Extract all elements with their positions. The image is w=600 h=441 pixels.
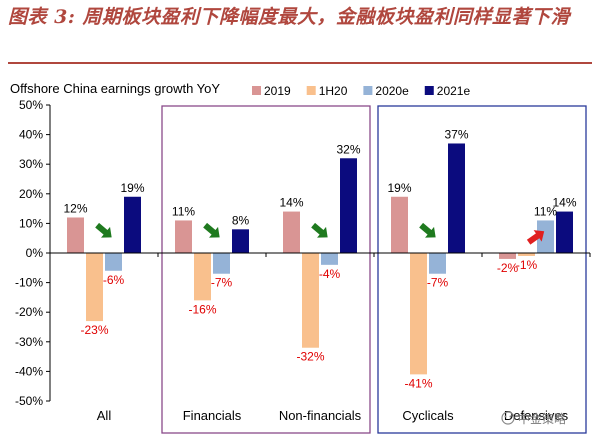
- arrow-icon: [419, 222, 436, 238]
- caption-rule: [8, 62, 592, 64]
- legend-label-2020e: 2020e: [375, 84, 409, 98]
- bar-2019-all: [67, 217, 84, 253]
- watermark: 中金策略: [501, 411, 566, 426]
- data-label-2020e-cyclicals: -7%: [427, 276, 449, 290]
- trend-arrow-down-non-financials: [311, 222, 328, 238]
- data-label-1h20-non-financials: -32%: [296, 350, 324, 364]
- data-label-2019-non-financials: 14%: [279, 196, 303, 210]
- y-tick-label: 40%: [19, 128, 43, 142]
- x-tick-label-cyclicals: Cyclicals: [402, 408, 454, 423]
- data-label-2021e-financials: 8%: [232, 213, 250, 227]
- x-tick-label-financials: Financials: [183, 408, 242, 423]
- highlight-frame-1: [161, 105, 371, 434]
- bar-2020e-financials: [213, 253, 230, 274]
- data-label-1h20-all: -23%: [80, 323, 108, 337]
- data-label-2020e-defensives: 11%: [534, 204, 557, 218]
- trend-arrow-down-cyclicals: [419, 222, 436, 238]
- bar-2020e-defensives: [537, 220, 554, 253]
- trend-arrow-up-defensives: [526, 230, 545, 245]
- bar-2019-defensives: [499, 253, 516, 259]
- bar-2021e-financials: [232, 229, 249, 253]
- bar-2021e-non-financials: [340, 158, 357, 253]
- y-tick-label: 30%: [19, 157, 43, 171]
- data-label-2020e-non-financials: -4%: [319, 267, 341, 281]
- data-label-2019-financials: 11%: [172, 204, 195, 218]
- trend-arrow-down-financials: [203, 222, 220, 238]
- arrow-icon: [203, 222, 220, 238]
- legend-swatch-1h20: [306, 86, 316, 95]
- y-tick-label: -50%: [15, 394, 43, 408]
- figure-caption: 图表 3: 周期板块盈利下降幅度最大，金融板块盈利同样显著下滑: [8, 6, 570, 28]
- bar-2019-cyclicals: [391, 196, 408, 253]
- bar-1h20-cyclicals: [410, 253, 427, 375]
- data-label-2021e-cyclicals: 37%: [444, 127, 468, 141]
- data-label-2019-defensives: -2%: [497, 261, 519, 275]
- bar-2020e-cyclicals: [429, 253, 446, 274]
- bar-1h20-non-financials: [302, 253, 319, 348]
- data-label-2020e-financials: -7%: [211, 276, 233, 290]
- bar-2019-financials: [175, 220, 192, 253]
- x-tick-label-non-financials: Non-financials: [279, 408, 362, 423]
- legend-label-2019: 2019: [264, 84, 291, 98]
- y-tick-label: -40%: [15, 364, 43, 378]
- y-tick-label: 20%: [19, 187, 43, 201]
- data-label-2021e-non-financials: 32%: [336, 142, 360, 156]
- x-tick-label-all: All: [97, 408, 112, 423]
- data-label-1h20-cyclicals: -41%: [404, 376, 432, 390]
- data-label-1h20-financials: -16%: [188, 302, 216, 316]
- legend-label-1h20: 1H20: [319, 84, 348, 98]
- y-tick-label: -10%: [15, 276, 43, 290]
- legend-label-2021e: 2021e: [437, 84, 471, 98]
- arrow-icon: [311, 222, 328, 238]
- arrow-icon: [95, 222, 112, 238]
- y-tick-label: -20%: [15, 305, 43, 319]
- legend-swatch-2021e: [424, 86, 434, 95]
- data-label-2019-cyclicals: 19%: [387, 181, 411, 195]
- data-label-2019-all: 12%: [63, 201, 87, 215]
- chart-title: Offshore China earnings growth YoY: [10, 81, 220, 96]
- arrow-icon: [526, 230, 545, 245]
- bar-1h20-financials: [194, 253, 211, 301]
- bar-1h20-defensives: [518, 253, 535, 256]
- data-label-2021e-defensives: 14%: [552, 196, 576, 210]
- watermark-text: 中金策略: [518, 411, 566, 426]
- highlight-frame-2: [377, 105, 587, 434]
- y-tick-label: 10%: [19, 216, 43, 230]
- legend-swatch-2020e: [363, 86, 373, 95]
- y-tick-label: -30%: [15, 335, 43, 349]
- bar-2021e-defensives: [556, 211, 573, 253]
- y-tick-label: 0%: [26, 246, 44, 260]
- data-label-2020e-all: -6%: [103, 273, 125, 287]
- bar-1h20-all: [86, 253, 103, 322]
- bar-2020e-non-financials: [321, 253, 338, 265]
- x-tick-label-defensives: Defensives: [504, 408, 569, 423]
- bar-2021e-all: [124, 196, 141, 253]
- data-label-1h20-defensives: -1%: [516, 258, 538, 272]
- bar-2021e-cyclicals: [448, 143, 465, 253]
- bar-2019-non-financials: [283, 211, 300, 253]
- trend-arrow-down-all: [95, 222, 112, 238]
- bar-2020e-all: [105, 253, 122, 271]
- legend-swatch-2019: [252, 86, 261, 95]
- data-label-2021e-all: 19%: [120, 181, 144, 195]
- y-tick-label: 50%: [19, 98, 43, 112]
